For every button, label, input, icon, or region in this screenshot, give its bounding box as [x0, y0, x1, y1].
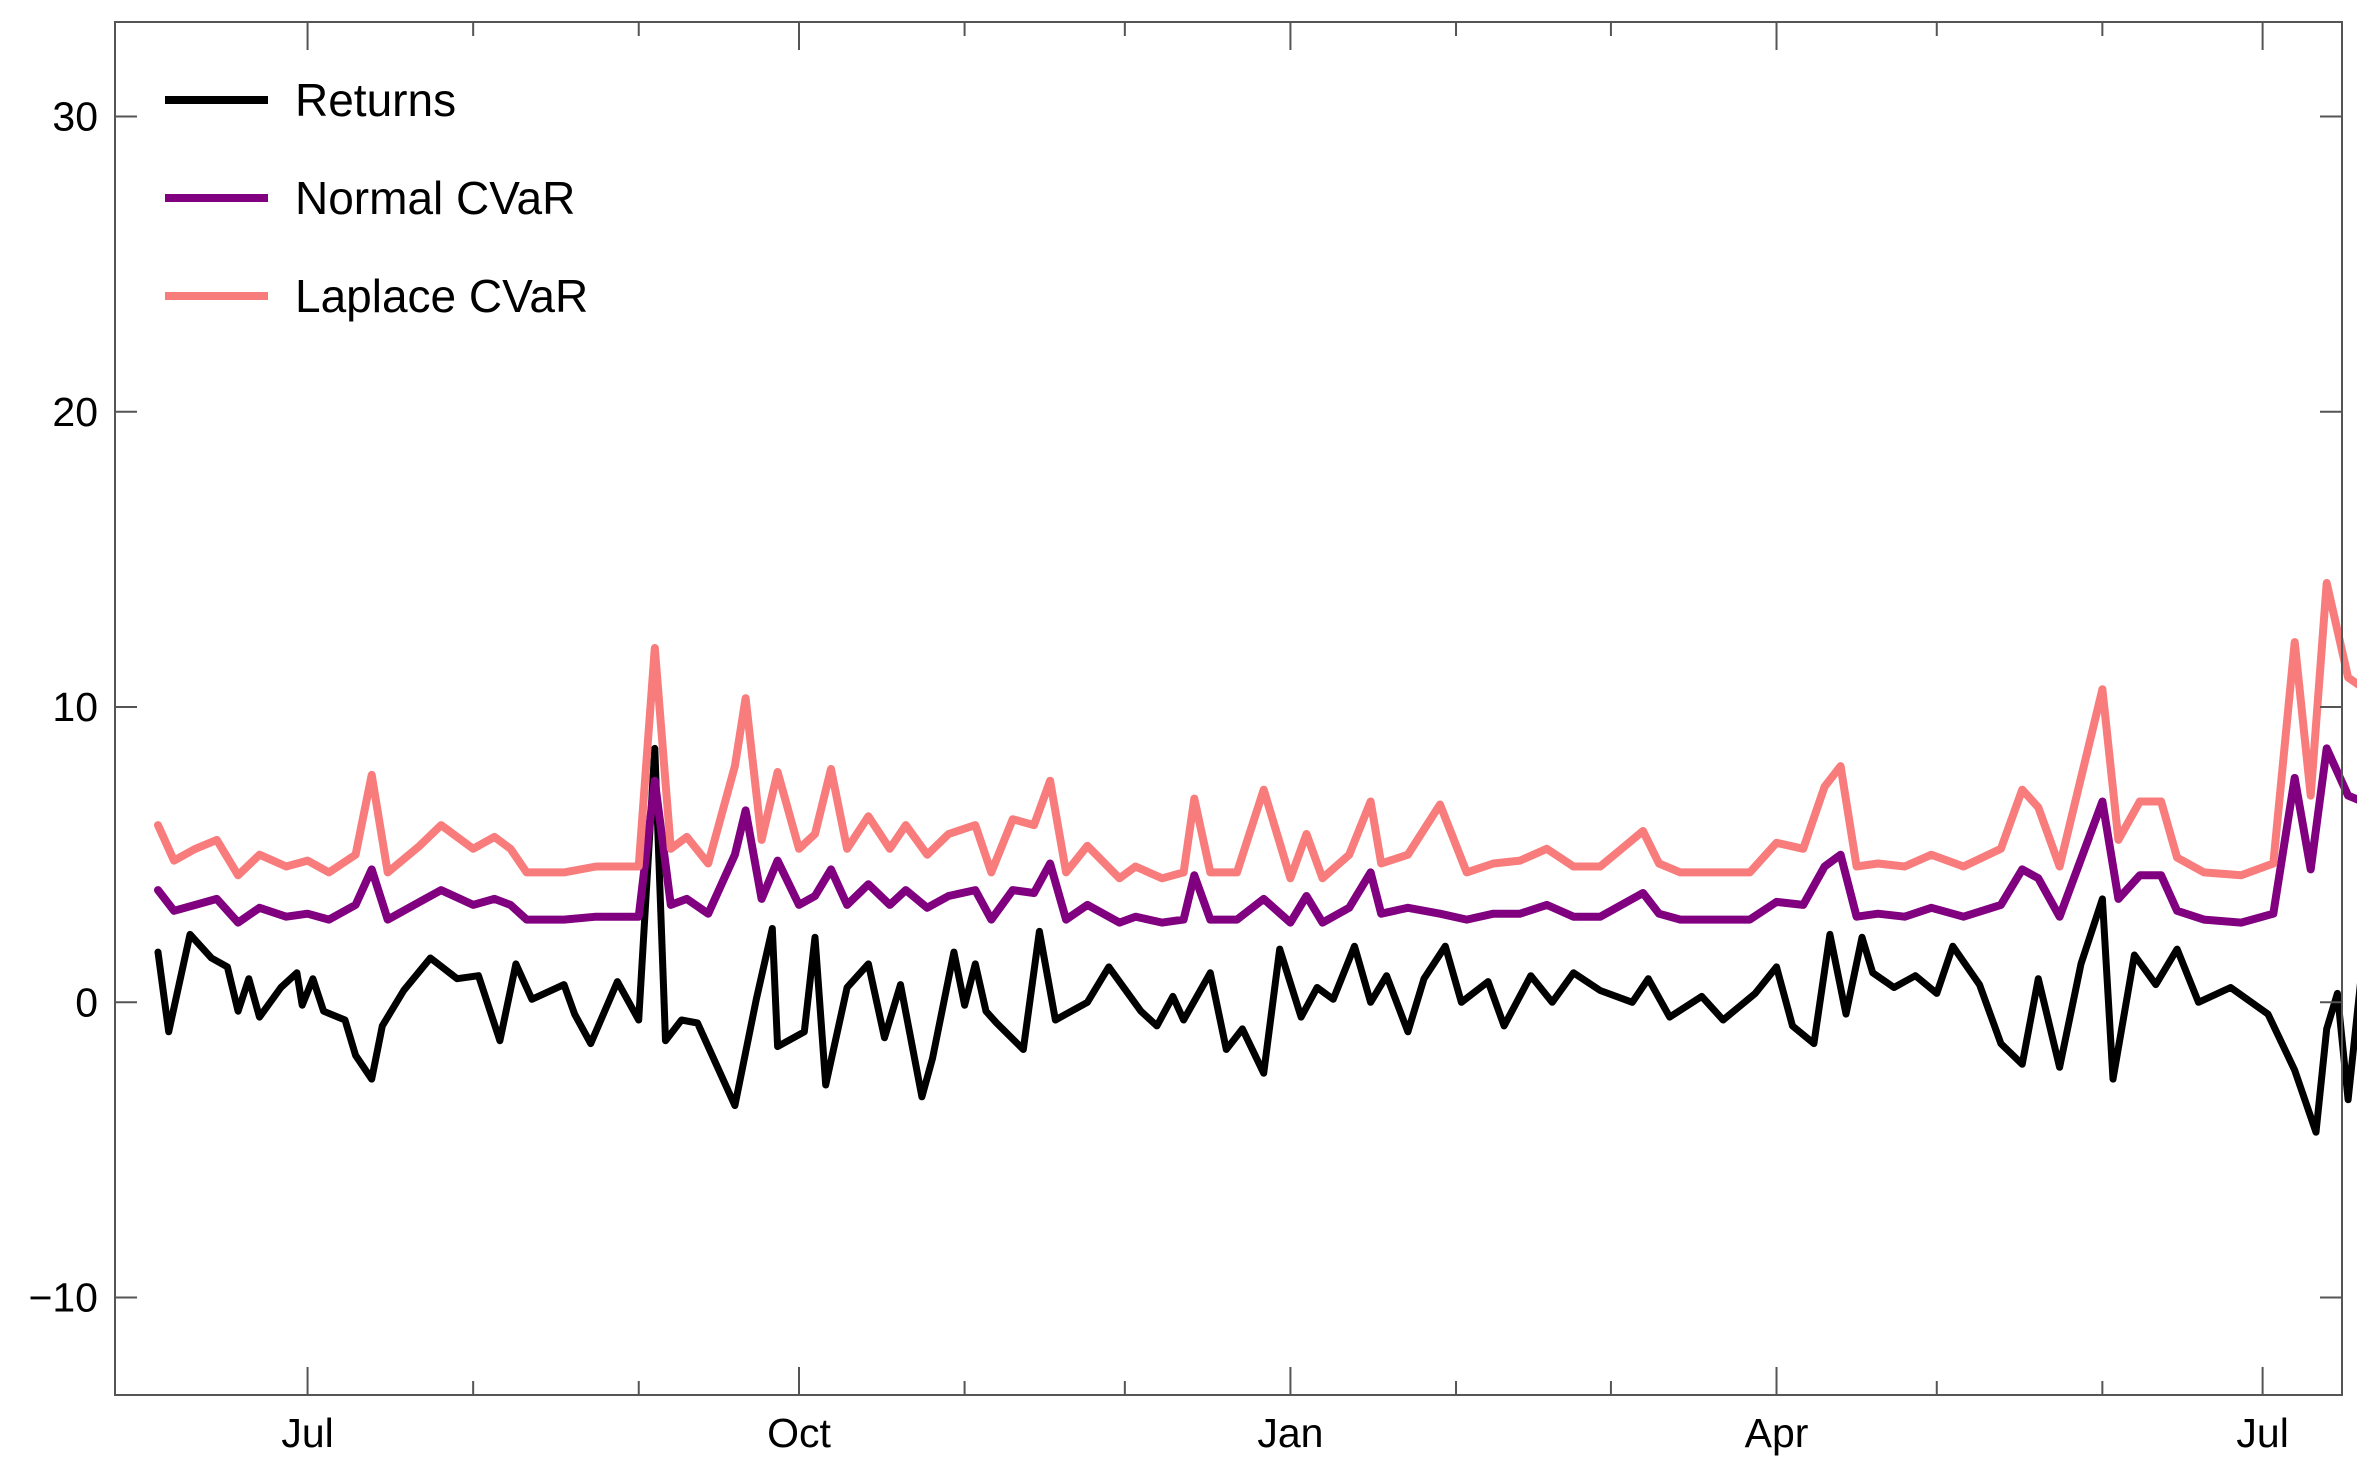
series-line-laplace-cvar [154, 579, 2357, 883]
series-layer [154, 579, 2357, 1136]
x-tick-label: Jul [2236, 1410, 2288, 1456]
y-tick-label: 20 [52, 389, 98, 435]
legend-label-normal-cvar: Normal CVaR [295, 172, 575, 224]
y-tick-label: −10 [28, 1275, 98, 1321]
series-line-returns [154, 744, 2357, 1136]
x-tick-label: Oct [767, 1410, 831, 1456]
y-tick-label: 10 [52, 684, 98, 730]
x-tick-label: Jan [1257, 1410, 1323, 1456]
y-tick-label: 30 [52, 93, 98, 139]
y-tick-label: 0 [75, 979, 98, 1025]
plot-frame [114, 21, 2343, 1396]
legend: Returns Normal CVaR Laplace CVaR [165, 74, 588, 322]
legend-label-laplace-cvar: Laplace CVaR [295, 270, 588, 322]
series-line-normal-cvar [154, 744, 2357, 927]
x-tick-label: Jul [281, 1410, 333, 1456]
x-tick-label: Apr [1745, 1410, 1809, 1456]
legend-label-returns: Returns [295, 74, 456, 126]
tick-layer: −10 0 10 20 30 Jul Oct Jan Apr Jul [28, 22, 2342, 1456]
